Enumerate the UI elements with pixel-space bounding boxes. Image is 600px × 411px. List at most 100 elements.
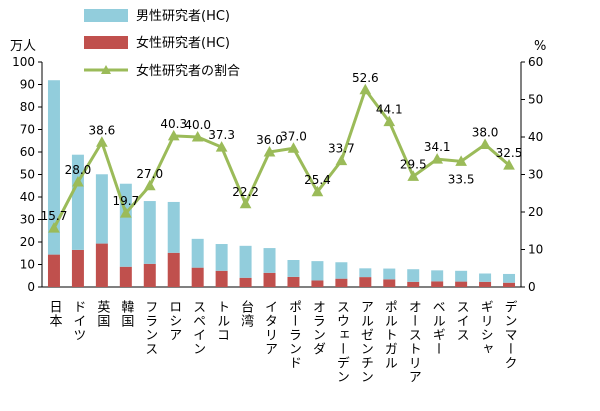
bar-female [287,276,300,287]
ratio-data-label: 32.5 [496,146,523,160]
category-label: 英国 [94,300,110,328]
left-tick-label: 80 [20,100,35,114]
ratio-data-label: 33.7 [328,142,355,156]
axes: 0 10 20 30 40 50 60 70 80 90 100 0 10 20 30 40 50 60 日本 ドイツ… [12,55,543,384]
ratio-point [503,159,515,170]
bar-male [455,270,468,282]
category-label: ベルギー [430,300,446,356]
category-label: オランダ [310,300,325,356]
ratio-point [96,136,108,147]
ratio-data-label: 40.0 [184,118,211,132]
legend: 男性研究者(HC) 女性研究者(HC) 女性研究者の割合 [84,9,240,79]
bar-male [143,201,156,264]
bar-male [95,174,108,244]
ratio-line [48,83,515,233]
bar-male [335,262,348,279]
bar-male [407,269,420,282]
ratio-data-label: 38.6 [89,123,116,137]
bar-male [383,268,396,280]
bar-male [191,238,204,268]
ratio-data-label: 22.2 [232,185,259,199]
left-tick-label: 10 [20,258,35,272]
ratio-data-label: 52.6 [352,71,379,85]
bar-male [167,201,180,253]
category-label: 韓国 [118,300,134,328]
ratio-point [143,179,156,191]
category-label: スペイン [190,300,206,356]
ratio-point [48,222,60,233]
bar-female [263,272,276,287]
bar-male [287,260,300,277]
bar-female [359,277,372,287]
ratio-point [167,129,180,141]
bar-female [119,266,132,287]
right-tick-label: 50 [528,93,543,107]
bar-male [431,270,444,282]
bar-female [407,281,420,287]
ratio-point [455,155,467,166]
bar-female [191,267,204,287]
ratio-data-label: 25.4 [304,173,331,187]
ratio-data-label: 34.1 [424,140,451,154]
left-tick-label: 70 [20,123,35,137]
right-tick-label: 60 [528,55,543,69]
category-label: オーストリア [406,300,421,384]
ratio-data-label: 33.5 [448,172,475,186]
bar-male [359,268,372,278]
category-label: フランス [142,300,157,356]
right-tick-label: 40 [528,130,543,144]
ratio-point [407,170,420,181]
ratio-data-label: 27.0 [136,167,163,181]
category-label: ロシア [166,300,181,342]
right-tick-label: 0 [528,280,536,294]
ratio-point [263,145,276,157]
right-tick-label: 30 [528,168,543,182]
left-tick-label: 50 [20,168,35,182]
left-axis-unit: 万人 [10,39,36,54]
ratio-data-label: 15.7 [41,209,68,223]
ratio-data-label: 37.3 [208,128,235,142]
category-label: 台湾 [238,300,254,328]
ratio-point [287,142,300,153]
ratio-point [335,154,348,166]
bar-female [239,277,252,287]
bar-female [143,263,156,287]
bar-female [95,243,108,287]
left-tick-label: 20 [20,235,35,249]
category-label: 日本 [46,300,62,328]
ratio-data-label: 37.0 [280,129,307,143]
category-label: スウェーデン [334,300,349,384]
bars [47,80,516,287]
bar-female [503,282,516,287]
bar-female [431,281,444,287]
ratio-point [239,197,252,209]
ratio-data-label: 19.7 [112,194,139,208]
left-tick-label: 100 [12,55,35,69]
ratio-point [383,115,396,127]
ratio-point [479,138,491,149]
legend-label-female: 女性研究者(HC) [136,35,230,51]
category-label: ドイツ [70,300,85,342]
left-tick-label: 90 [20,78,35,92]
category-label: ポルトガル [382,300,397,370]
ratio-data-label: 44.1 [376,103,403,117]
bar-female [335,278,348,287]
ratio-point [119,207,132,218]
category-label: イタリア [262,300,277,356]
bar-female [383,279,396,287]
bar-male [47,80,60,255]
ratio-data-label: 38.0 [472,126,499,140]
left-tick-label: 40 [20,190,35,204]
category-label: ギリシャ [478,300,493,356]
category-label: スイス [454,300,469,342]
legend-label-male: 男性研究者(HC) [136,9,230,24]
bar-female [311,280,324,287]
ratio-data-label: 28.0 [65,163,92,177]
right-tick-label: 20 [528,205,543,219]
category-label: ポーランド [286,300,301,370]
ratio-point [72,175,84,187]
bar-male [503,273,516,283]
legend-marker-ratio [101,65,111,74]
category-label: デンマーク [502,300,517,370]
ratio-point [311,185,324,197]
